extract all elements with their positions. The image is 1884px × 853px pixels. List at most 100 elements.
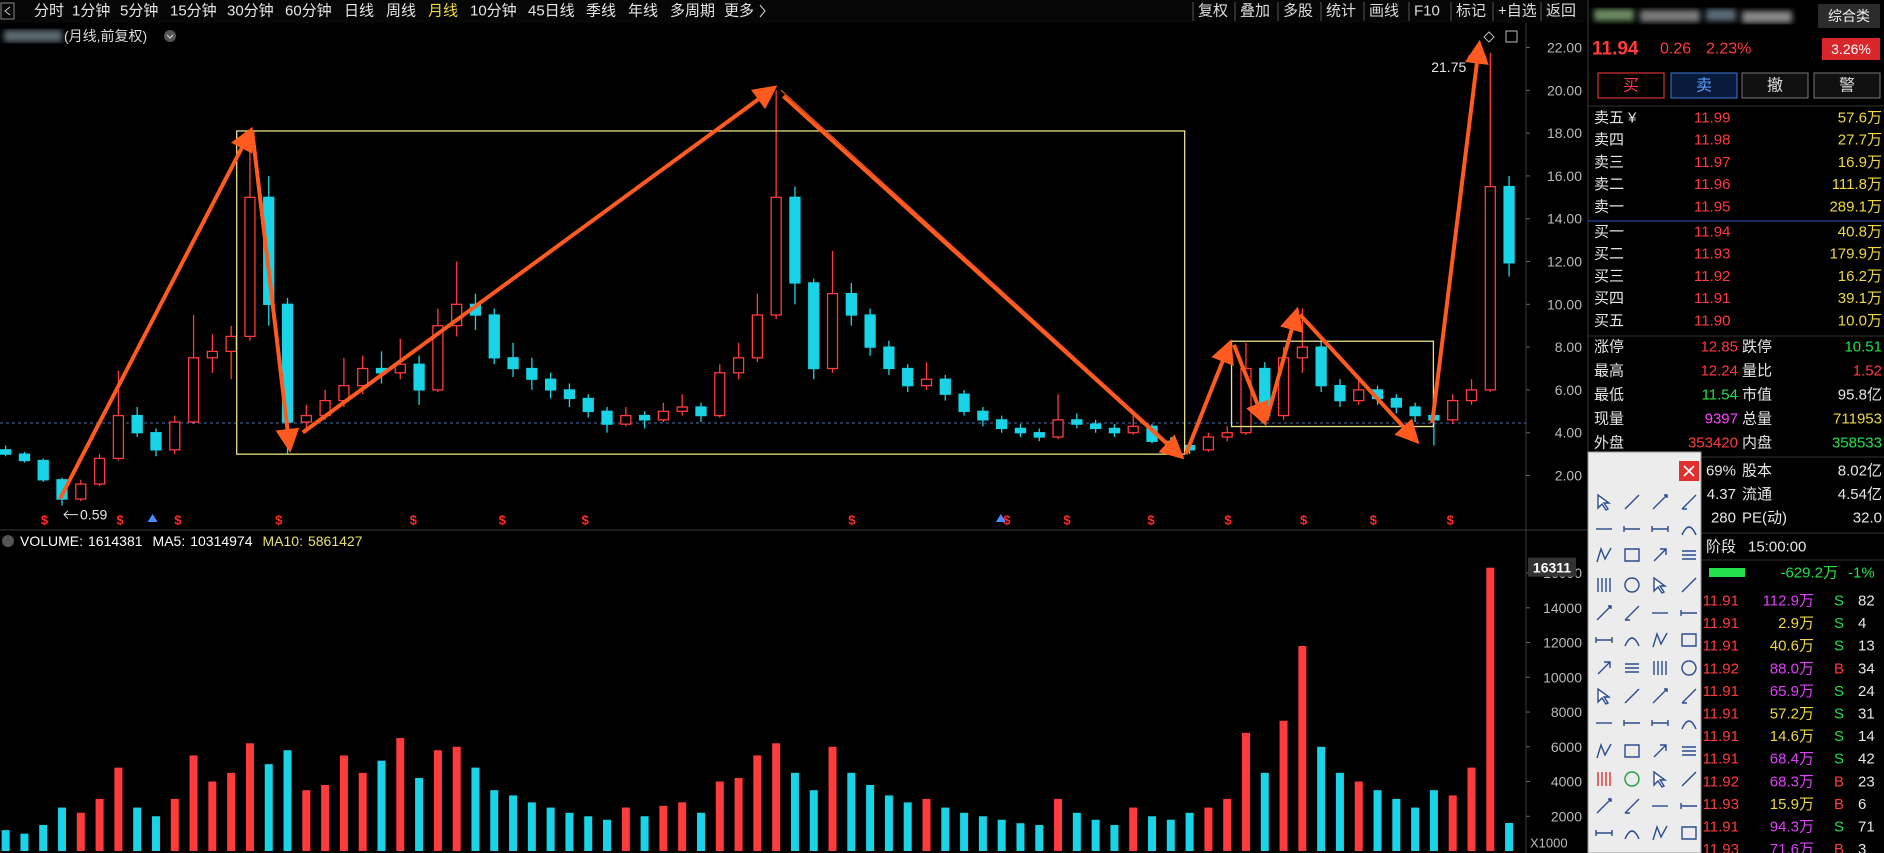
drawing-tool[interactable] — [1682, 550, 1696, 560]
drawing-tool[interactable] — [1652, 631, 1668, 648]
period-tab[interactable]: 15分钟 — [170, 3, 217, 20]
tool-button[interactable]: 叠加 — [1240, 3, 1270, 20]
trade-button[interactable] — [1741, 72, 1809, 99]
drawing-tool[interactable] — [1652, 688, 1668, 704]
drawing-tool[interactable] — [1680, 803, 1697, 809]
drawing-tool[interactable] — [1624, 830, 1640, 840]
chart-menu-button[interactable] — [164, 30, 176, 42]
drawing-tool[interactable] — [1653, 661, 1667, 675]
candle-body — [638, 414, 651, 421]
drawing-tool[interactable] — [1653, 744, 1667, 758]
period-tab[interactable]: 年线 — [628, 3, 658, 20]
period-tab[interactable]: 5分钟 — [120, 3, 158, 20]
drawing-tool[interactable] — [1681, 577, 1697, 593]
drawing-tool[interactable] — [1624, 577, 1640, 593]
trade-button[interactable] — [1670, 72, 1738, 99]
diamond-icon[interactable] — [1483, 31, 1495, 43]
drawing-tool[interactable] — [1597, 661, 1611, 675]
drawing-tool[interactable] — [1680, 610, 1697, 616]
drawing-tool[interactable] — [1651, 720, 1669, 726]
period-tab[interactable]: 周线 — [386, 3, 416, 20]
period-tab[interactable]: 季线 — [586, 3, 616, 20]
drawing-tool[interactable] — [1623, 526, 1640, 532]
signal-marker[interactable]: $ — [1224, 513, 1232, 528]
drawing-tool[interactable] — [1651, 526, 1669, 532]
period-tab[interactable]: 10分钟 — [470, 3, 517, 20]
tool-button[interactable]: +自选 — [1498, 3, 1537, 20]
drawing-tool[interactable] — [1595, 830, 1613, 836]
drawing-tool[interactable] — [1624, 605, 1640, 621]
drawing-tool[interactable] — [1624, 637, 1640, 647]
drawing-tool[interactable] — [1624, 688, 1640, 704]
period-tab[interactable]: 更多 — [724, 3, 754, 20]
drawing-tool[interactable] — [1595, 637, 1613, 643]
period-tab[interactable]: 日线 — [344, 3, 374, 20]
period-tab[interactable]: 30分钟 — [227, 3, 274, 20]
drawing-tool[interactable] — [1624, 771, 1640, 787]
drawing-tool[interactable] — [1625, 663, 1639, 673]
trade-button[interactable] — [1597, 72, 1665, 99]
drawing-tool[interactable] — [1596, 798, 1612, 814]
tool-button[interactable]: 多股 — [1283, 3, 1313, 20]
signal-marker[interactable]: $ — [1063, 513, 1071, 528]
drawing-tool[interactable] — [1596, 605, 1612, 621]
drawing-tool[interactable] — [1624, 494, 1640, 510]
drawing-tool[interactable] — [1596, 742, 1612, 759]
signal-marker[interactable]: $ — [1447, 513, 1455, 528]
drawing-tool[interactable] — [1624, 548, 1640, 562]
drawing-tool[interactable] — [1653, 576, 1668, 594]
drawing-tool[interactable] — [1624, 798, 1640, 814]
drawing-tool[interactable] — [1681, 633, 1697, 647]
signal-marker[interactable]: $ — [174, 513, 182, 528]
drawing-tool[interactable] — [1597, 493, 1612, 511]
drawing-tool[interactable] — [1623, 720, 1640, 726]
period-tab[interactable]: 1分钟 — [72, 3, 110, 20]
tool-button[interactable]: 返回 — [1546, 3, 1576, 20]
tool-button[interactable]: 复权 — [1198, 2, 1228, 20]
period-tab[interactable]: 月线 — [428, 3, 458, 20]
drawing-tool[interactable] — [1681, 771, 1697, 787]
signal-marker[interactable]: $ — [1003, 513, 1011, 528]
drawing-tool[interactable] — [1681, 494, 1697, 510]
period-tab[interactable]: 分时 — [34, 3, 64, 20]
drawing-tool[interactable] — [1652, 494, 1668, 510]
low-annotation: 0.59 — [80, 507, 107, 523]
drawing-tool[interactable] — [1653, 770, 1668, 788]
trade-button[interactable] — [1813, 72, 1881, 99]
drawing-tool[interactable] — [1681, 826, 1697, 840]
drawing-tool[interactable] — [1624, 744, 1640, 758]
drawing-tool[interactable] — [1597, 772, 1611, 786]
signal-marker[interactable]: $ — [582, 513, 590, 528]
drawing-tool[interactable] — [1653, 548, 1667, 562]
toolbar-toggle[interactable] — [0, 2, 15, 20]
trade-amount: 57.2万 — [1770, 706, 1814, 723]
stat-value: 8.02亿 — [1838, 463, 1882, 480]
volume-menu[interactable] — [2, 535, 14, 547]
drawing-tool[interactable] — [1682, 746, 1696, 756]
signal-marker[interactable]: $ — [275, 513, 283, 528]
signal-marker[interactable]: $ — [1147, 513, 1155, 528]
tool-button[interactable]: 画线 — [1369, 3, 1399, 20]
period-tab[interactable]: 多周期 — [670, 3, 715, 20]
drawing-tool[interactable] — [1597, 578, 1611, 592]
tool-button[interactable]: F10 — [1414, 3, 1440, 20]
signal-marker[interactable]: $ — [410, 513, 418, 528]
drawing-tool[interactable] — [1596, 546, 1612, 563]
signal-marker[interactable]: $ — [499, 513, 507, 528]
signal-marker[interactable]: $ — [848, 513, 856, 528]
drawing-tool[interactable] — [1681, 526, 1697, 536]
tool-button[interactable]: 统计 — [1326, 3, 1356, 20]
tool-button[interactable]: 标记 — [1456, 3, 1486, 20]
drawing-tool[interactable] — [1681, 688, 1697, 704]
drawing-tool[interactable] — [1597, 687, 1612, 705]
signal-marker[interactable]: $ — [117, 513, 125, 528]
signal-marker[interactable]: $ — [41, 513, 49, 528]
drawing-tool[interactable] — [1681, 660, 1697, 676]
window-icon[interactable] — [1505, 30, 1518, 43]
signal-marker[interactable]: $ — [1300, 513, 1308, 528]
period-tab[interactable]: 60分钟 — [285, 3, 332, 20]
signal-marker[interactable]: $ — [1370, 513, 1378, 528]
period-tab[interactable]: 45日线 — [528, 3, 575, 20]
drawing-tool[interactable] — [1652, 824, 1668, 841]
drawing-tool[interactable] — [1681, 720, 1697, 730]
